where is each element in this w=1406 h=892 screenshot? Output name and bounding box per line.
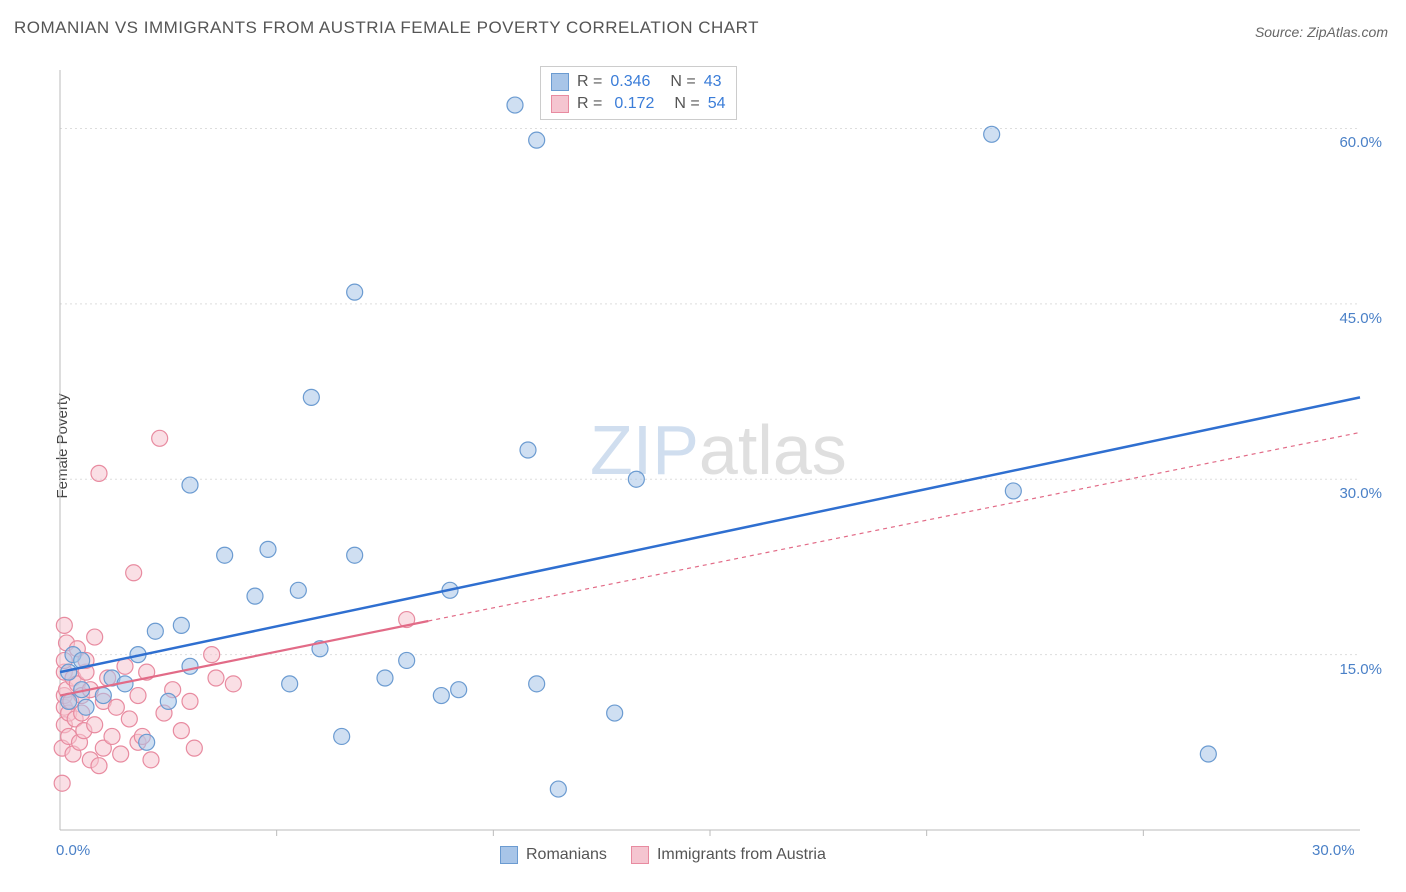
data-point bbox=[173, 617, 189, 633]
data-point bbox=[56, 617, 72, 633]
y-tick-label: 45.0% bbox=[1339, 310, 1382, 327]
n-label-a: N = bbox=[670, 73, 695, 91]
data-point bbox=[143, 752, 159, 768]
data-point bbox=[186, 740, 202, 756]
data-point bbox=[399, 652, 415, 668]
legend-swatch-a-bottom bbox=[500, 846, 518, 864]
data-point bbox=[147, 623, 163, 639]
data-point bbox=[91, 758, 107, 774]
data-point bbox=[225, 676, 241, 692]
trend-line bbox=[60, 397, 1360, 672]
data-point bbox=[507, 97, 523, 113]
data-point bbox=[247, 588, 263, 604]
x-tick-label: 30.0% bbox=[1312, 842, 1355, 859]
data-point bbox=[182, 658, 198, 674]
data-point bbox=[217, 547, 233, 563]
data-point bbox=[104, 728, 120, 744]
r-value-b: 0.172 bbox=[614, 95, 654, 113]
chart-container: ROMANIAN VS IMMIGRANTS FROM AUSTRIA FEMA… bbox=[0, 0, 1406, 892]
x-tick-label: 0.0% bbox=[56, 842, 90, 859]
legend-item-series-a: Romanians bbox=[500, 846, 607, 864]
data-point bbox=[54, 775, 70, 791]
series-b-name: Immigrants from Austria bbox=[657, 846, 826, 864]
data-point bbox=[204, 647, 220, 663]
n-value-b: 54 bbox=[708, 95, 726, 113]
data-point bbox=[550, 781, 566, 797]
data-point bbox=[451, 682, 467, 698]
data-point bbox=[1005, 483, 1021, 499]
source-attribution: Source: ZipAtlas.com bbox=[1255, 24, 1388, 40]
data-point bbox=[303, 389, 319, 405]
source-value: ZipAtlas.com bbox=[1307, 24, 1388, 40]
n-value-a: 43 bbox=[704, 73, 722, 91]
data-point bbox=[520, 442, 536, 458]
data-point bbox=[91, 465, 107, 481]
r-value-a: 0.346 bbox=[610, 73, 650, 91]
source-label: Source: bbox=[1255, 24, 1303, 40]
data-point bbox=[182, 477, 198, 493]
data-point bbox=[173, 723, 189, 739]
data-point bbox=[130, 688, 146, 704]
data-point bbox=[433, 688, 449, 704]
scatter-chart bbox=[50, 60, 1380, 840]
data-point bbox=[95, 688, 111, 704]
trend-line-dashed bbox=[428, 432, 1360, 621]
legend-swatch-b-bottom bbox=[631, 846, 649, 864]
data-point bbox=[152, 430, 168, 446]
data-point bbox=[529, 676, 545, 692]
data-point bbox=[78, 699, 94, 715]
series-legend: Romanians Immigrants from Austria bbox=[500, 846, 826, 864]
r-label-a: R = bbox=[577, 73, 602, 91]
data-point bbox=[139, 734, 155, 750]
data-point bbox=[1200, 746, 1216, 762]
data-point bbox=[108, 699, 124, 715]
legend-swatch-b bbox=[551, 95, 569, 113]
data-point bbox=[607, 705, 623, 721]
data-point bbox=[126, 565, 142, 581]
y-tick-label: 30.0% bbox=[1339, 485, 1382, 502]
data-point bbox=[87, 717, 103, 733]
series-a-name: Romanians bbox=[526, 846, 607, 864]
data-point bbox=[182, 693, 198, 709]
data-point bbox=[290, 582, 306, 598]
data-point bbox=[87, 629, 103, 645]
data-point bbox=[282, 676, 298, 692]
correlation-legend: R = 0.346 N = 43 R = 0.172 N = 54 bbox=[540, 66, 737, 120]
data-point bbox=[121, 711, 137, 727]
data-point bbox=[260, 541, 276, 557]
chart-title: ROMANIAN VS IMMIGRANTS FROM AUSTRIA FEMA… bbox=[14, 18, 759, 38]
legend-item-series-b: Immigrants from Austria bbox=[631, 846, 826, 864]
y-tick-label: 15.0% bbox=[1339, 661, 1382, 678]
data-point bbox=[160, 693, 176, 709]
data-point bbox=[347, 284, 363, 300]
legend-row-series-a: R = 0.346 N = 43 bbox=[551, 71, 726, 93]
data-point bbox=[628, 471, 644, 487]
data-point bbox=[113, 746, 129, 762]
data-point bbox=[334, 728, 350, 744]
n-label-b: N = bbox=[674, 95, 699, 113]
plot-area: ZIPatlas R = 0.346 N = 43 R = 0.172 N = … bbox=[50, 60, 1380, 840]
data-point bbox=[377, 670, 393, 686]
data-point bbox=[347, 547, 363, 563]
data-point bbox=[208, 670, 224, 686]
data-point bbox=[984, 126, 1000, 142]
legend-swatch-a bbox=[551, 73, 569, 91]
r-label-b: R = bbox=[577, 95, 602, 113]
legend-row-series-b: R = 0.172 N = 54 bbox=[551, 93, 726, 115]
y-tick-label: 60.0% bbox=[1339, 134, 1382, 151]
data-point bbox=[529, 132, 545, 148]
